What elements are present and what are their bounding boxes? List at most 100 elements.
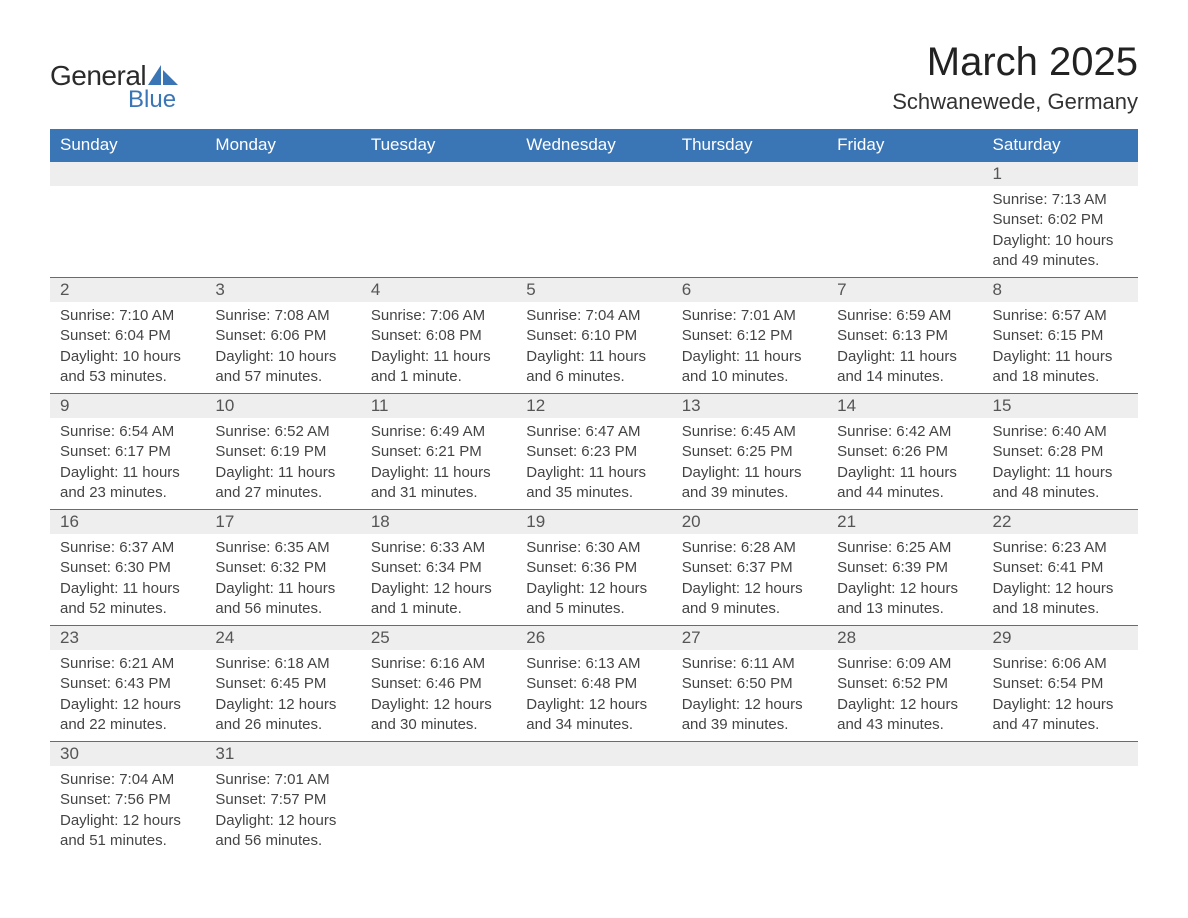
sunrise-text: Sunrise: 6:45 AM <box>682 422 817 442</box>
daylight-line2: and 31 minutes. <box>371 483 506 503</box>
daylight-line2: and 30 minutes. <box>371 715 506 735</box>
content-row: Sunrise: 6:37 AMSunset: 6:30 PMDaylight:… <box>50 534 1138 626</box>
daylight-line1: Daylight: 11 hours <box>526 463 661 483</box>
daylight-line2: and 39 minutes. <box>682 483 817 503</box>
daylight-line1: Daylight: 10 hours <box>60 347 195 367</box>
daylight-line2: and 44 minutes. <box>837 483 972 503</box>
day-number-cell <box>672 742 827 767</box>
day-content-cell: Sunrise: 6:30 AMSunset: 6:36 PMDaylight:… <box>516 534 671 626</box>
daylight-line2: and 27 minutes. <box>215 483 350 503</box>
sunrise-text: Sunrise: 6:28 AM <box>682 538 817 558</box>
content-row: Sunrise: 6:54 AMSunset: 6:17 PMDaylight:… <box>50 418 1138 510</box>
day-content-cell: Sunrise: 6:49 AMSunset: 6:21 PMDaylight:… <box>361 418 516 510</box>
day-content-cell: Sunrise: 6:13 AMSunset: 6:48 PMDaylight:… <box>516 650 671 742</box>
daylight-line1: Daylight: 11 hours <box>837 347 972 367</box>
content-row: Sunrise: 6:21 AMSunset: 6:43 PMDaylight:… <box>50 650 1138 742</box>
daylight-line1: Daylight: 12 hours <box>371 579 506 599</box>
daylight-line1: Daylight: 11 hours <box>215 463 350 483</box>
day-number-cell: 12 <box>516 394 671 419</box>
sunset-text: Sunset: 6:34 PM <box>371 558 506 578</box>
day-number-cell: 23 <box>50 626 205 651</box>
daylight-line2: and 48 minutes. <box>993 483 1128 503</box>
sunrise-text: Sunrise: 6:18 AM <box>215 654 350 674</box>
sunrise-text: Sunrise: 6:13 AM <box>526 654 661 674</box>
day-content-cell: Sunrise: 7:04 AMSunset: 6:10 PMDaylight:… <box>516 302 671 394</box>
day-number-cell <box>983 742 1138 767</box>
sunset-text: Sunset: 7:56 PM <box>60 790 195 810</box>
day-content-cell: Sunrise: 6:28 AMSunset: 6:37 PMDaylight:… <box>672 534 827 626</box>
day-content-cell: Sunrise: 6:54 AMSunset: 6:17 PMDaylight:… <box>50 418 205 510</box>
daylight-line2: and 52 minutes. <box>60 599 195 619</box>
day-number-cell: 19 <box>516 510 671 535</box>
daynum-row: 23242526272829 <box>50 626 1138 651</box>
day-number-cell: 30 <box>50 742 205 767</box>
day-number-cell: 10 <box>205 394 360 419</box>
day-content-cell: Sunrise: 6:47 AMSunset: 6:23 PMDaylight:… <box>516 418 671 510</box>
daylight-line2: and 18 minutes. <box>993 367 1128 387</box>
day-number-cell <box>827 742 982 767</box>
daylight-line1: Daylight: 11 hours <box>682 463 817 483</box>
day-number-cell: 13 <box>672 394 827 419</box>
day-content-cell: Sunrise: 6:21 AMSunset: 6:43 PMDaylight:… <box>50 650 205 742</box>
sunset-text: Sunset: 6:15 PM <box>993 326 1128 346</box>
daylight-line1: Daylight: 12 hours <box>215 811 350 831</box>
sunset-text: Sunset: 6:54 PM <box>993 674 1128 694</box>
sunset-text: Sunset: 6:25 PM <box>682 442 817 462</box>
daylight-line1: Daylight: 11 hours <box>60 463 195 483</box>
day-content-cell <box>361 766 516 857</box>
daylight-line2: and 39 minutes. <box>682 715 817 735</box>
day-header: Monday <box>205 129 360 162</box>
calendar-head: SundayMondayTuesdayWednesdayThursdayFrid… <box>50 129 1138 162</box>
day-number-cell: 31 <box>205 742 360 767</box>
daynum-row: 16171819202122 <box>50 510 1138 535</box>
sunset-text: Sunset: 6:39 PM <box>837 558 972 578</box>
day-content-cell <box>516 186 671 278</box>
daylight-line2: and 22 minutes. <box>60 715 195 735</box>
day-header: Saturday <box>983 129 1138 162</box>
daylight-line1: Daylight: 11 hours <box>371 347 506 367</box>
sunset-text: Sunset: 6:06 PM <box>215 326 350 346</box>
day-number-cell <box>50 162 205 187</box>
day-content-cell: Sunrise: 6:52 AMSunset: 6:19 PMDaylight:… <box>205 418 360 510</box>
content-row: Sunrise: 7:04 AMSunset: 7:56 PMDaylight:… <box>50 766 1138 857</box>
day-number-cell: 21 <box>827 510 982 535</box>
sunrise-text: Sunrise: 7:13 AM <box>993 190 1128 210</box>
day-content-cell <box>672 766 827 857</box>
daylight-line2: and 14 minutes. <box>837 367 972 387</box>
day-number-cell: 28 <box>827 626 982 651</box>
day-content-cell <box>827 766 982 857</box>
logo: General Blue <box>50 40 178 114</box>
sunrise-text: Sunrise: 6:59 AM <box>837 306 972 326</box>
sunrise-text: Sunrise: 6:25 AM <box>837 538 972 558</box>
day-content-cell: Sunrise: 6:09 AMSunset: 6:52 PMDaylight:… <box>827 650 982 742</box>
daylight-line1: Daylight: 12 hours <box>371 695 506 715</box>
day-content-cell: Sunrise: 6:23 AMSunset: 6:41 PMDaylight:… <box>983 534 1138 626</box>
day-number-cell: 17 <box>205 510 360 535</box>
sunrise-text: Sunrise: 6:23 AM <box>993 538 1128 558</box>
header: General Blue March 2025 Schwanewede, Ger… <box>50 40 1138 115</box>
daylight-line1: Daylight: 12 hours <box>526 695 661 715</box>
daylight-line2: and 34 minutes. <box>526 715 661 735</box>
day-content-cell: Sunrise: 6:57 AMSunset: 6:15 PMDaylight:… <box>983 302 1138 394</box>
day-header-row: SundayMondayTuesdayWednesdayThursdayFrid… <box>50 129 1138 162</box>
day-number-cell <box>361 162 516 187</box>
sunrise-text: Sunrise: 6:21 AM <box>60 654 195 674</box>
day-number-cell: 2 <box>50 278 205 303</box>
day-number-cell: 26 <box>516 626 671 651</box>
daynum-row: 2345678 <box>50 278 1138 303</box>
content-row: Sunrise: 7:13 AMSunset: 6:02 PMDaylight:… <box>50 186 1138 278</box>
sunrise-text: Sunrise: 6:57 AM <box>993 306 1128 326</box>
sunset-text: Sunset: 6:46 PM <box>371 674 506 694</box>
day-content-cell <box>983 766 1138 857</box>
daylight-line2: and 1 minute. <box>371 599 506 619</box>
sunset-text: Sunset: 6:48 PM <box>526 674 661 694</box>
day-number-cell: 24 <box>205 626 360 651</box>
daynum-row: 1 <box>50 162 1138 187</box>
day-number-cell: 14 <box>827 394 982 419</box>
sunset-text: Sunset: 6:21 PM <box>371 442 506 462</box>
sunrise-text: Sunrise: 6:06 AM <box>993 654 1128 674</box>
day-number-cell: 4 <box>361 278 516 303</box>
day-content-cell: Sunrise: 7:01 AMSunset: 6:12 PMDaylight:… <box>672 302 827 394</box>
sunrise-text: Sunrise: 6:09 AM <box>837 654 972 674</box>
day-content-cell: Sunrise: 7:06 AMSunset: 6:08 PMDaylight:… <box>361 302 516 394</box>
